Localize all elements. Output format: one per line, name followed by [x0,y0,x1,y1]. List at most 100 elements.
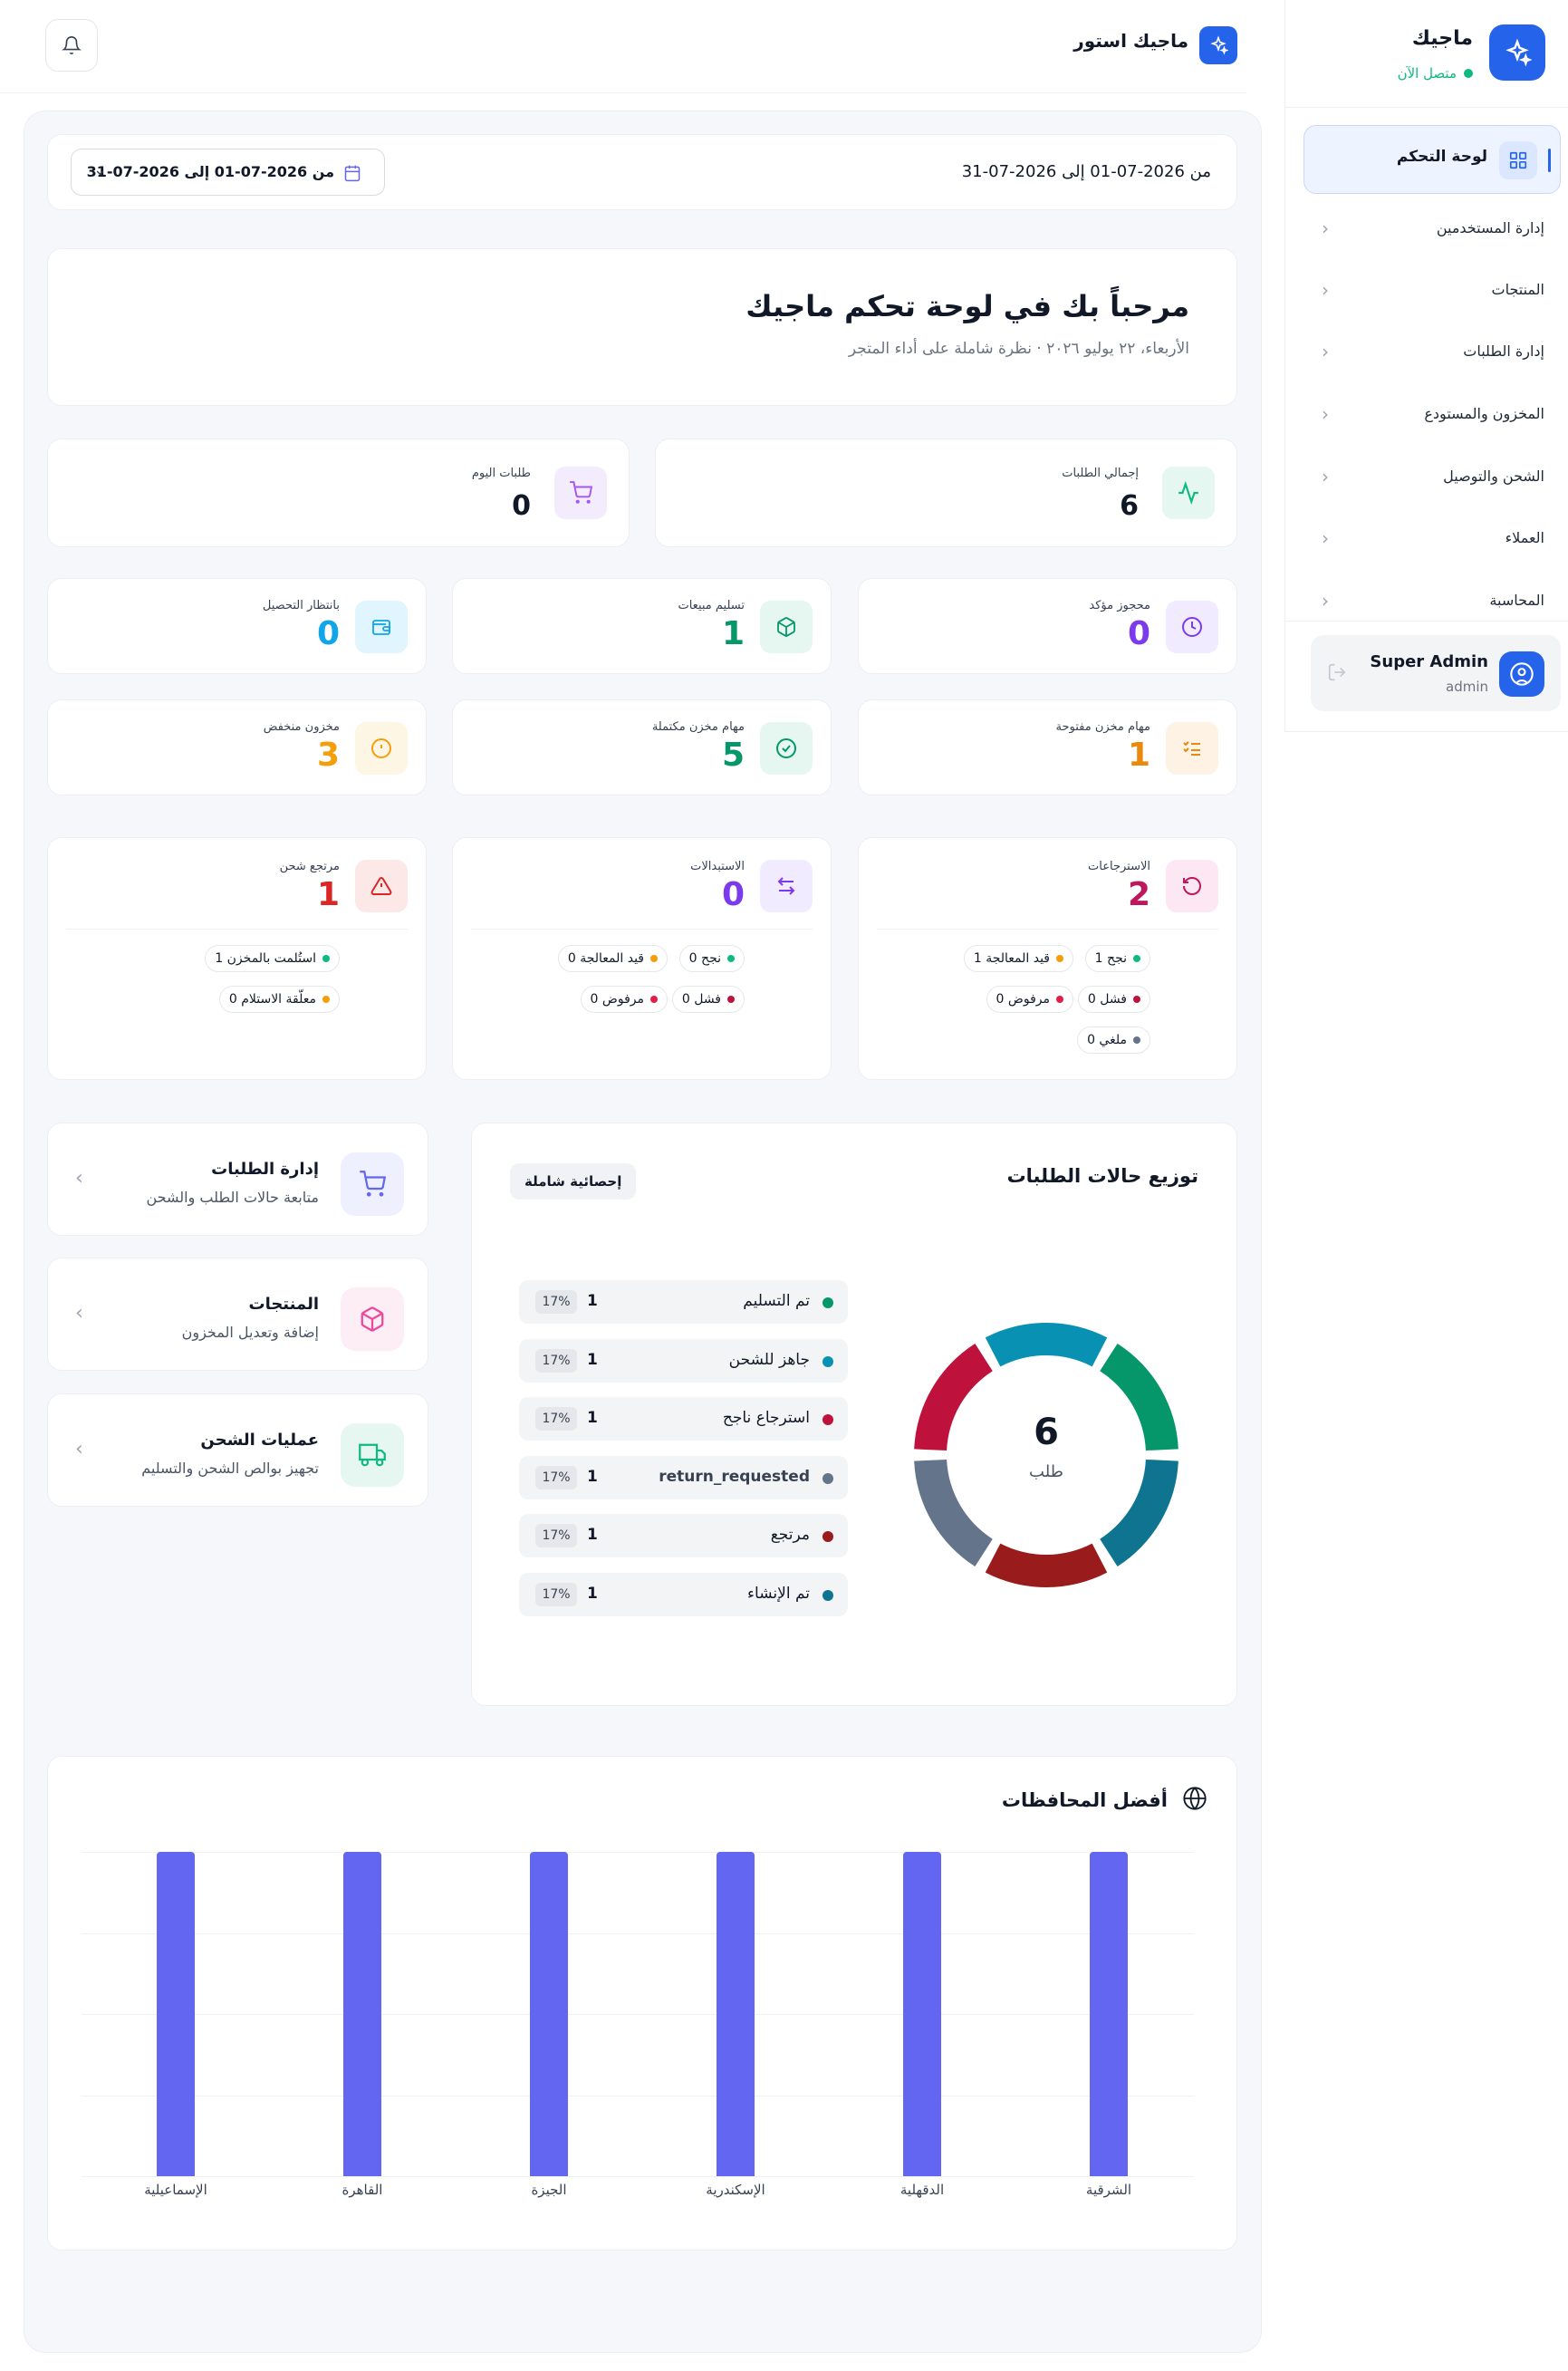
kpi-label: طلبات اليوم [471,467,531,480]
layout-grid-icon [1509,151,1527,169]
chevron-left-icon: ‹ [1322,279,1329,301]
donut-segment[interactable] [985,1543,1108,1587]
stat-label: مهام مخزن مفتوحة [1055,720,1151,734]
quick-link-subtitle: تجهيز بوالص الشحن والتسليم [141,1460,319,1477]
status-dot [1133,1036,1140,1044]
stat-low-stock[interactable]: مخزون منخفض 3 [47,699,427,795]
badge-text: إحصائية شاملة [524,1173,622,1190]
legend-label: تم التسليم [743,1292,810,1310]
bar[interactable] [157,1852,195,2176]
bar[interactable] [1090,1852,1128,2176]
stat-reserved[interactable]: محجوز مؤكد 0 [858,578,1237,674]
calendar-icon [344,165,361,182]
sidebar-item-label: المخزون والمستودع [1424,405,1544,422]
quick-link-subtitle: إضافة وتعديل المخزون [181,1324,319,1341]
stat-awaiting-collection[interactable]: بانتظار التحصيل 0 [47,578,427,674]
pill-pending: معلّقة الاستلام 0 [218,986,340,1013]
group-returns[interactable]: الاسترجاعات 2 نجح 1 قيد المعالجة 1 فشل 0… [858,837,1237,1080]
grid-line [82,1932,1194,1934]
sidebar-item-dashboard[interactable]: لوحة التحكم [1303,125,1561,194]
sidebar-item-customers[interactable]: العملاء ‹ [1303,515,1561,565]
legend-dot [822,1589,833,1601]
shopping-cart-icon [570,481,592,504]
sidebar-item-accounting[interactable]: المحاسبة ‹ [1303,577,1561,628]
legend-row: return_requested 1 17% [519,1455,848,1499]
legend-dot [822,1472,833,1484]
sidebar-item-inventory[interactable]: المخزون والمستودع ‹ [1303,390,1561,441]
bar[interactable] [717,1852,755,2176]
group-value: 0 [721,876,745,913]
top-bar: ماجيك استور [0,0,1246,93]
date-range-picker[interactable]: من 2026-07-01 إلى 2026-07-31 ⌄ [71,149,385,196]
kpi-label: إجمالي الطلبات [1062,467,1139,480]
bar-tick-label: الإسكندرية [706,2182,765,2198]
status-dot [727,955,735,962]
pill-text: نجح 1 [1094,951,1127,966]
donut-segment[interactable] [914,1459,993,1567]
quick-link-orders[interactable]: إدارة الطلبات متابعة حالات الطلب والشحن … [47,1123,428,1236]
sidebar-item-label: المحاسبة [1489,592,1544,609]
bar[interactable] [903,1852,941,2176]
rotate-ccw-icon [1183,877,1201,895]
kpi-today-orders[interactable]: طلبات اليوم 0 [47,439,630,547]
status-chart-badge[interactable]: إحصائية شاملة [510,1163,637,1200]
chevron-left-icon: ‹ [1322,590,1329,612]
stat-done-tasks[interactable]: مهام مخزن مكتملة 5 [452,699,832,795]
cart-icon-wrap [341,1152,404,1216]
status-dot [650,996,658,1003]
swap-icon-wrap [760,860,813,912]
kpi-total-orders[interactable]: إجمالي الطلبات 6 [655,439,1237,547]
chevron-down-icon: ⌄ [93,160,108,179]
store-name: ماجيك استور [1073,30,1188,52]
sidebar-item-shipping[interactable]: الشحن والتوصيل ‹ [1303,453,1561,504]
quick-link-products[interactable]: المنتجات إضافة وتعديل المخزون ‹ [47,1258,428,1371]
legend-dot [822,1531,833,1542]
status-dot [1133,955,1140,962]
pill-text: قيد المعالجة 0 [567,951,644,966]
bar-tick-label: القاهرة [341,2182,383,2198]
kpi-value: 6 [1120,490,1139,522]
chevron-left-icon: ‹ [1322,403,1329,425]
bar[interactable] [530,1852,568,2176]
status-dot [322,955,330,962]
group-exchanges[interactable]: الاستبدالات 0 نجح 0 قيد المعالجة 0 فشل 0… [452,837,832,1080]
active-indicator [1548,149,1551,172]
stat-open-tasks[interactable]: مهام مخزن مفتوحة 1 [858,699,1237,795]
sidebar-item-users[interactable]: إدارة المستخدمين ‹ [1303,205,1561,255]
stat-sales-delivery[interactable]: تسليم مبيعات 1 [452,578,832,674]
group-shipping-returns[interactable]: مرتجع شحن 1 استُلمت بالمخزن 1 معلّقة الا… [47,837,427,1080]
dashboard-icon-wrap [1499,141,1537,179]
legend-count: 1 [587,1526,598,1544]
legend-percent: 17% [535,1582,577,1606]
status-dot [1056,996,1063,1003]
sidebar-item-label: لوحة التحكم [1396,148,1487,166]
pill-success: نجح 0 [678,945,745,972]
pill-text: معلّقة الاستلام 0 [228,992,316,1007]
donut-segment[interactable] [914,1343,993,1451]
alert-triangle-icon [370,876,392,895]
clock-icon [1182,617,1202,637]
sidebar-item-orders[interactable]: إدارة الطلبات ‹ [1303,328,1561,379]
donut-segment[interactable] [985,1323,1108,1367]
rotate-icon-wrap [1166,860,1218,912]
donut-segment[interactable] [1100,1459,1178,1567]
package-icon-wrap [760,601,813,653]
stat-label: بانتظار التحصيل [262,599,340,612]
bar-chart-title: أفضل المحافظات [1001,1789,1168,1811]
notifications-button[interactable] [45,19,98,72]
logout-icon[interactable] [1327,662,1347,682]
chevron-left-icon: ‹ [75,1438,83,1460]
bar[interactable] [343,1852,381,2176]
donut-segment[interactable] [1100,1343,1178,1451]
pill-received: استُلمت بالمخزن 1 [205,945,340,972]
alert-circle-icon [371,738,391,758]
sidebar-item-label: إدارة المستخدمين [1436,219,1544,236]
quick-link-shipping[interactable]: عمليات الشحن تجهيز بوالص الشحن والتسليم … [47,1393,428,1507]
sidebar-item-products[interactable]: المنتجات ‹ [1303,266,1561,317]
chevron-left-icon: ‹ [75,1167,83,1190]
legend-row: جاهز للشحن 1 17% [519,1338,848,1383]
stat-label: تسليم مبيعات [678,599,745,612]
grid-line [82,2014,1194,2015]
sidebar-divider [1285,107,1568,108]
user-card[interactable]: Super Admin admin [1311,635,1561,711]
